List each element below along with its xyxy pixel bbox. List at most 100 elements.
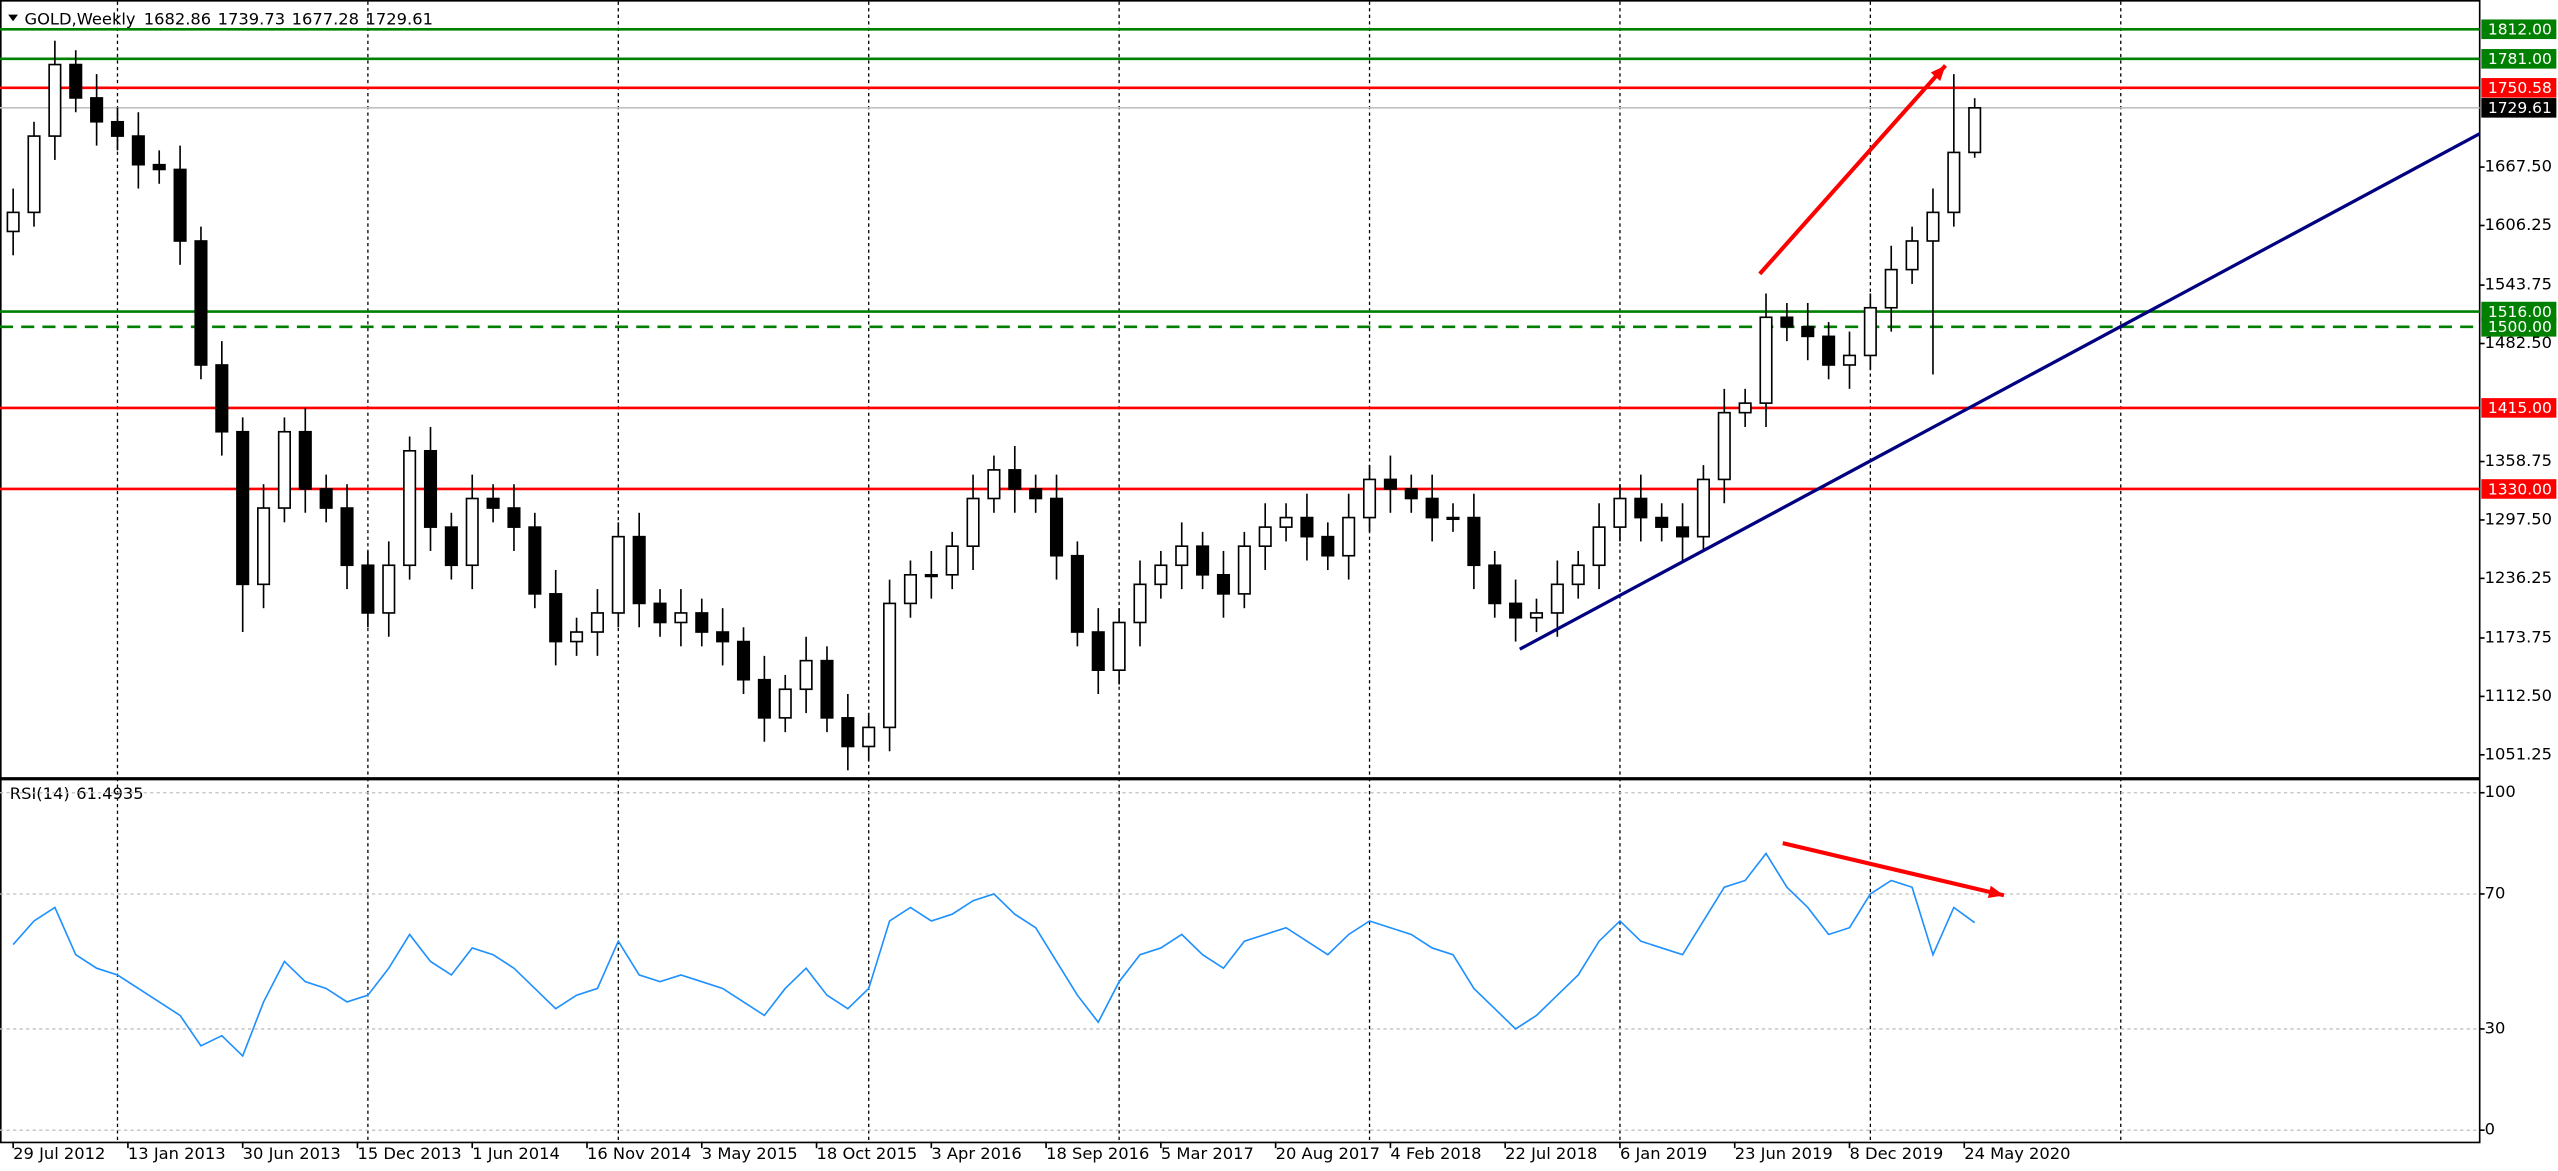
x-tick-label: 24 May 2020 <box>1964 1144 2070 1163</box>
level-label: 1516.00 <box>2488 303 2552 321</box>
candle-body <box>1091 631 1105 671</box>
candle-body <box>987 469 1001 500</box>
level-label: 1812.00 <box>2488 21 2552 39</box>
candle-body <box>1717 411 1731 481</box>
arrow-line <box>1758 64 1948 276</box>
level-label-box <box>2481 98 2557 118</box>
candle-body <box>382 564 396 614</box>
level-label-box <box>2481 398 2557 418</box>
symbol-title: GOLD,Weekly <box>24 9 135 28</box>
candle-body <box>1154 564 1168 586</box>
level-label: 1750.58 <box>2488 79 2552 97</box>
x-tick-label: 29 Jul 2012 <box>13 1144 105 1163</box>
candle-body <box>570 631 584 643</box>
y-tick-label: 100 <box>2485 782 2516 801</box>
y-tick-label: 1358.75 <box>2485 451 2552 470</box>
candle-body <box>1801 326 1815 338</box>
candle-body <box>215 364 229 433</box>
y-tick-label: 1667.50 <box>2485 157 2552 176</box>
x-tick-label: 1 Jun 2014 <box>472 1144 560 1163</box>
candle-body <box>1905 240 1919 271</box>
high-value: 1739.73 <box>218 9 285 28</box>
candle-body <box>1947 151 1961 214</box>
candle-body <box>883 602 897 729</box>
candle-body <box>1863 306 1877 357</box>
level-label-box <box>2481 49 2557 69</box>
candle-body <box>465 497 479 567</box>
rsi-line <box>12 852 1976 1058</box>
candle-body <box>1112 621 1126 671</box>
y-tick-label: 30 <box>2485 1018 2506 1037</box>
collapse-icon[interactable] <box>8 14 18 22</box>
candle-body <box>6 211 20 233</box>
candle-body <box>590 612 604 633</box>
candle-body <box>549 593 563 643</box>
x-tick-label: 5 Mar 2017 <box>1161 1144 1254 1163</box>
candle-body <box>632 535 646 605</box>
candle-body <box>1968 107 1982 154</box>
candle-body <box>423 449 438 528</box>
x-tick-label: 4 Feb 2018 <box>1390 1144 1481 1163</box>
y-tick-label: 1051.25 <box>2485 744 2552 763</box>
candle-body <box>1655 516 1669 528</box>
x-tick-label: 30 Jun 2013 <box>243 1144 341 1163</box>
candle-body <box>48 63 62 137</box>
candle-body <box>1342 516 1356 557</box>
candle-body <box>528 526 542 595</box>
x-tick-label: 3 Apr 2016 <box>931 1144 1021 1163</box>
candle-body <box>1008 469 1022 490</box>
candle-body <box>1842 354 1857 366</box>
trend-line <box>1519 132 2481 651</box>
level-label-box <box>2481 301 2557 322</box>
candle-body <box>194 240 208 366</box>
x-tick-label: 20 Aug 2017 <box>1276 1144 1380 1163</box>
candle-body <box>1467 516 1481 567</box>
candle-body <box>653 602 667 624</box>
level-label-box <box>2481 317 2557 337</box>
candle-body <box>1133 583 1147 624</box>
close-value: 1729.61 <box>366 9 433 28</box>
candle-body <box>236 430 250 586</box>
candle-body <box>778 688 792 719</box>
candle-body <box>1822 335 1836 366</box>
candle-body <box>799 659 813 691</box>
candle-body <box>1571 564 1585 586</box>
open-value: 1682.86 <box>144 9 211 28</box>
candle-body <box>1738 402 1752 414</box>
arrow-head <box>1930 65 1946 81</box>
candle-body <box>403 449 417 567</box>
candle-body <box>1383 478 1397 490</box>
candle-body <box>1446 516 1460 521</box>
candle-body <box>1049 497 1064 557</box>
candle-body <box>611 535 625 614</box>
y-tick-label: 1236.25 <box>2485 568 2552 587</box>
arrow-head <box>1987 885 2004 899</box>
candle-body <box>1321 535 1335 557</box>
candle-body <box>90 97 104 123</box>
candle-body <box>110 120 125 137</box>
rsi-header: RSI(14) 61.4935 <box>10 784 144 803</box>
candle-body <box>1362 478 1377 519</box>
candle-body <box>757 678 771 719</box>
candle-body <box>924 573 938 578</box>
candle-body <box>1613 497 1627 528</box>
candle-body <box>862 726 876 748</box>
candle-body <box>507 507 521 528</box>
candle-body <box>966 497 980 548</box>
candle-body <box>277 430 291 509</box>
candle-body <box>27 135 41 214</box>
candle-body <box>1196 545 1210 576</box>
candle-body <box>1175 545 1189 567</box>
x-tick-label: 22 Jul 2018 <box>1505 1144 1597 1163</box>
candle-body <box>1029 488 1043 500</box>
candle-body <box>820 659 834 719</box>
candle-body <box>1216 573 1231 595</box>
x-tick-label: 15 Dec 2013 <box>357 1144 461 1163</box>
candle-body <box>1634 497 1648 519</box>
candle-body <box>69 63 83 99</box>
candle-body <box>444 526 458 567</box>
candle-body <box>1279 516 1293 528</box>
level-label: 1729.61 <box>2488 99 2552 117</box>
